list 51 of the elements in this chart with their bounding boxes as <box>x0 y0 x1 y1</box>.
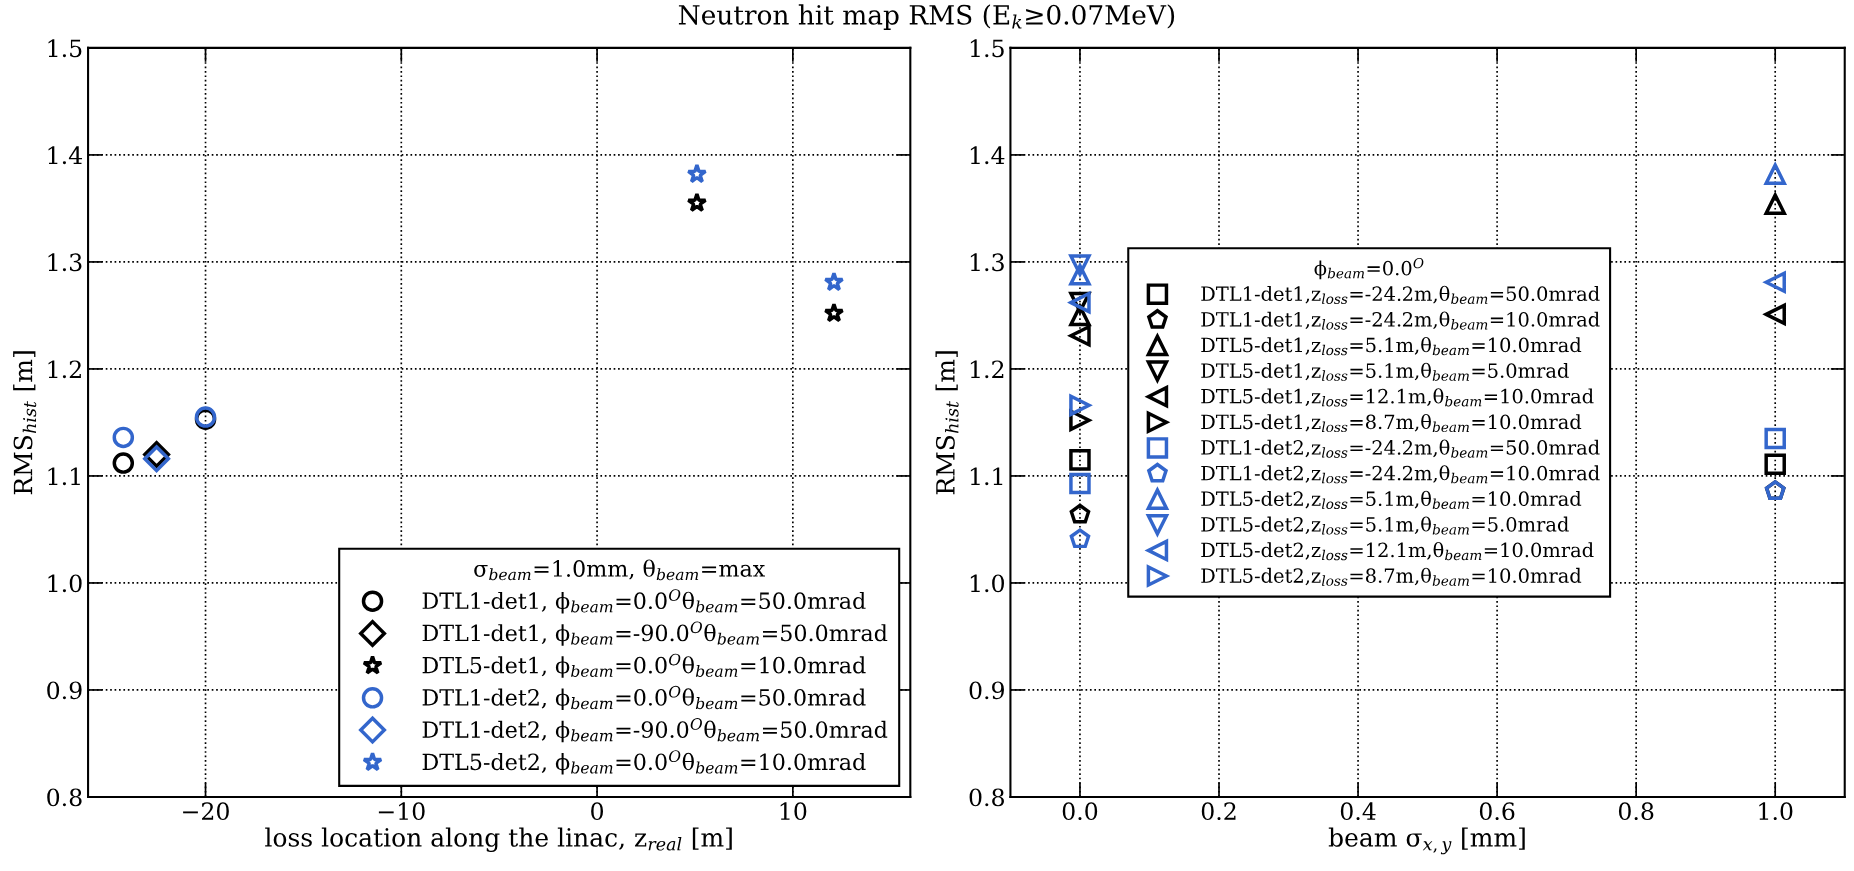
x-tick-label: 10 <box>780 802 807 821</box>
x-axis-title: loss location along the linac, z$_{real}$ [m] <box>265 827 732 853</box>
y-tick-label: 1.2 <box>970 360 1004 379</box>
y-tick-label: 0.8 <box>47 788 82 807</box>
legend-title: σ$_{beam}$=1.0mm, θ$_{beam}$=max <box>474 559 766 581</box>
y-tick-label: 1.1 <box>48 467 80 486</box>
y-tick-label: 1.0 <box>970 574 1004 593</box>
x-tick-label: 0.4 <box>1340 802 1376 821</box>
y-tick-label: 1.1 <box>970 467 1003 486</box>
y-tick-label: 1.5 <box>48 39 82 58</box>
x-tick-label: 0.2 <box>1201 802 1236 821</box>
legend-label: DTL5-det2, ϕ$_{beam}$=0.0$^{O}$θ$_{beam}$=10.0mrad <box>422 750 866 775</box>
legend-label: DTL1-det2,z$_{loss}$=-24.2m,θ$_{beam}$=10.0mrad <box>1201 465 1600 484</box>
y-tick-label: 1.4 <box>970 146 1005 165</box>
y-tick-label: 1.3 <box>48 253 82 272</box>
x-tick-label: 0 <box>591 802 604 821</box>
legend-label: DTL1-det1, ϕ$_{beam}$=0.0$^{O}$θ$_{beam}$=50.0mrad <box>422 589 866 614</box>
x-tick-label: 0.8 <box>1618 802 1654 821</box>
legend-label: DTL5-det1,z$_{loss}$=8.7m,θ$_{beam}$=10.0mrad <box>1201 413 1582 433</box>
legend-label: DTL1-det1,z$_{loss}$=-24.2m,θ$_{beam}$=10.0mrad <box>1201 311 1600 330</box>
y-axis-title: RMS$_{hist}$ [m] <box>13 351 37 495</box>
x-tick-label: 0.6 <box>1479 802 1515 821</box>
x-tick-label: 0.0 <box>1062 802 1098 821</box>
y-tick-label: 0.8 <box>969 788 1004 807</box>
y-tick-label: 0.9 <box>47 681 82 700</box>
legend-label: DTL5-det1,z$_{loss}$=12.1m,θ$_{beam}$=10.0mrad <box>1201 388 1594 407</box>
y-tick-label: 1.2 <box>48 360 81 379</box>
x-axis-title: beam σ$_{x,y}$ [mm] <box>1328 827 1525 855</box>
legend-label: DTL5-det2,z$_{loss}$=5.1m,θ$_{beam}$=5.0mrad <box>1201 516 1569 535</box>
legend-label: DTL1-det1, ϕ$_{beam}$=-90.0$^{O}$θ$_{beam}$=50.0mrad <box>422 621 888 646</box>
legend-label: DTL5-det2,z$_{loss}$=5.1m,θ$_{beam}$=10.0mrad <box>1201 490 1582 509</box>
y-tick-label: 1.0 <box>48 574 82 593</box>
y-axis-title: RMS$_{hist}$ [m] <box>935 351 959 495</box>
x-tick-label: −10 <box>378 802 425 821</box>
legend-label: DTL1-det1,z$_{loss}$=-24.2m,θ$_{beam}$=50.0mrad <box>1201 285 1600 304</box>
legend-label: DTL1-det2, ϕ$_{beam}$=0.0$^{O}$θ$_{beam}$=50.0mrad <box>422 685 866 711</box>
legend-label: DTL5-det1,z$_{loss}$=5.1m,θ$_{beam}$=5.0mrad <box>1201 362 1569 381</box>
x-tick-label: 1.0 <box>1759 802 1793 821</box>
y-tick-label: 1.4 <box>48 146 83 165</box>
y-tick-label: 1.5 <box>970 39 1004 58</box>
legend-label: DTL1-det2, ϕ$_{beam}$=-90.0$^{O}$θ$_{beam}$=50.0mrad <box>422 718 888 743</box>
legend-label: DTL5-det1,z$_{loss}$=5.1m,θ$_{beam}$=10.0mrad <box>1201 337 1582 356</box>
legend-title: ϕ$_{beam}$=0.0$^{O}$ <box>1314 258 1424 280</box>
legend-label: DTL5-det1, ϕ$_{beam}$=0.0$^{O}$θ$_{beam}$=10.0mrad <box>422 653 866 678</box>
x-tick-label: −20 <box>183 802 229 821</box>
legend-label: DTL5-det2,z$_{loss}$=12.1m,θ$_{beam}$=10.0mrad <box>1201 542 1594 561</box>
y-tick-label: 1.3 <box>970 253 1004 272</box>
y-tick-label: 0.9 <box>969 681 1004 700</box>
legend-label: DTL5-det2,z$_{loss}$=8.7m,θ$_{beam}$=10.0mrad <box>1201 567 1582 586</box>
legend-label: DTL1-det2,z$_{loss}$=-24.2m,θ$_{beam}$=50.0mrad <box>1201 439 1600 458</box>
chart-title: Neutron hit map RMS (E$_{k}$≥0.07MeV) <box>678 4 1175 30</box>
